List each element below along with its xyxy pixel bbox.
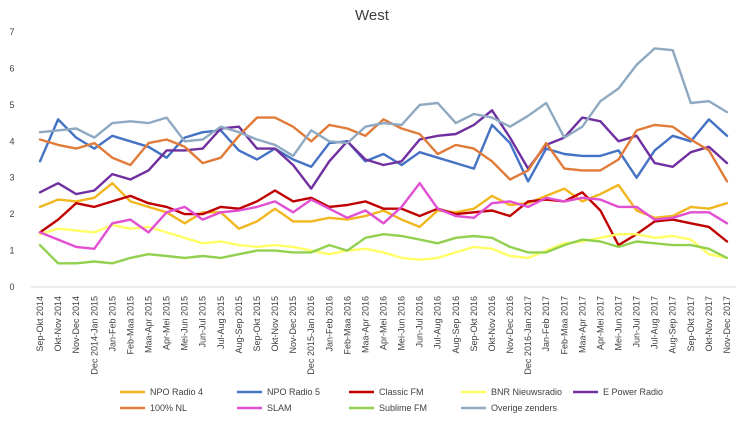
x-tick-label: Jun-Jul 2015 [198,296,208,348]
x-tick-label: Okt-Nov 2016 [487,296,497,352]
legend-label: E Power Radio [603,387,663,397]
series-line-2 [38,189,729,247]
y-tick-label: 3 [9,173,14,183]
legend-label: NPO Radio 5 [267,387,320,397]
x-tick-label: Maa-Apr 2015 [144,296,154,353]
series-line-4 [38,109,729,196]
x-tick-label: Dec 2014-Jan 2015 [89,296,99,375]
x-tick-label: Okt-Nov 2017 [704,296,714,352]
x-tick-label: Feb-Maa 2015 [125,296,135,355]
series-line-6 [38,181,729,251]
x-axis: Sep-Okt 2014 Okt-Nov 2014 Nov-Dec 2014 Dec … [31,286,736,375]
x-tick-label: Nov-Dec 2017 [722,296,732,354]
x-tick-label: Jul-Aug 2017 [650,296,660,349]
x-tick-label: Sep-Okt 2014 [35,296,45,352]
series-line-8 [38,47,729,158]
y-tick-label: 2 [9,209,14,219]
x-tick-label: Apr-Mei 2016 [379,296,389,350]
series-line-5 [38,116,729,183]
series-line-1 [38,118,729,183]
series-line-7 [38,232,729,265]
legend: NPO Radio 4 NPO Radio 5 Classic FM BNR Nieu… [120,387,663,413]
x-tick-label: Dec 2015-Jan 2016 [306,296,316,375]
x-tick-label: Jun-Jul 2016 [415,296,425,348]
x-tick-label: Jul-Aug 2016 [433,296,443,349]
x-tick-label: Mei-Jun 2015 [180,296,190,351]
x-tick-label: Okt-Nov 2015 [270,296,280,352]
x-tick-label: Feb-Maa 2017 [559,296,569,355]
x-tick-label: Feb-Maa 2016 [342,296,352,355]
chart-title: West [355,7,390,24]
x-tick-label: Jan-Feb 2017 [541,296,551,352]
legend-label: NPO Radio 4 [150,387,203,397]
x-tick-label: Apr-Mei 2015 [162,296,172,350]
y-axis: 0 1 2 3 4 5 6 7 [9,27,14,292]
x-tick-label: Jan-Feb 2015 [107,296,117,352]
x-tick-label: Jan-Feb 2016 [324,296,334,352]
x-tick-label: Okt-Nov 2014 [53,296,63,352]
x-tick-label: Mei-Jun 2016 [397,296,407,351]
x-tick-label: Aug-Sep 2017 [668,296,678,354]
legend-label: Sublime FM [379,403,427,413]
x-tick-label: Maa-Apr 2016 [360,296,370,353]
y-tick-label: 7 [9,27,14,37]
series-line-3 [38,223,729,261]
legend-label: BNR Nieuwsradio [491,387,562,397]
x-tick-label: Aug-Sep 2015 [234,296,244,354]
x-tick-label: Jul-Aug 2015 [216,296,226,349]
x-tick-label: Sep-Okt 2015 [252,296,262,352]
series-line-0 [38,181,729,230]
plot-area [38,47,729,265]
x-tick-label: Maa-Apr 2017 [577,296,587,353]
x-tick-label: Apr-Mei 2017 [595,296,605,350]
x-tick-label: Nov-Dec 2015 [288,296,298,354]
x-tick-label: Nov-Dec 2016 [505,296,515,354]
x-tick-label: Sep-Okt 2017 [686,296,696,352]
x-tick-label: Mei-Jun 2017 [614,296,624,351]
y-tick-label: 1 [9,246,14,256]
legend-label: 100% NL [150,403,187,413]
x-tick-label: Sep-Okt 2016 [469,296,479,352]
legend-label: Classic FM [379,387,424,397]
y-tick-label: 4 [9,136,14,146]
x-tick-label: Nov-Dec 2014 [71,296,81,354]
x-tick-label: Jun-Jul 2017 [632,296,642,348]
y-tick-label: 6 [9,63,14,73]
legend-label: SLAM [267,403,292,413]
x-tick-label: Aug-Sep 2016 [451,296,461,354]
y-tick-label: 5 [9,100,14,110]
y-tick-label: 0 [9,282,14,292]
legend-label: Overige zenders [491,403,558,413]
x-tick-label: Dec 2016-Jan 2017 [523,296,533,375]
